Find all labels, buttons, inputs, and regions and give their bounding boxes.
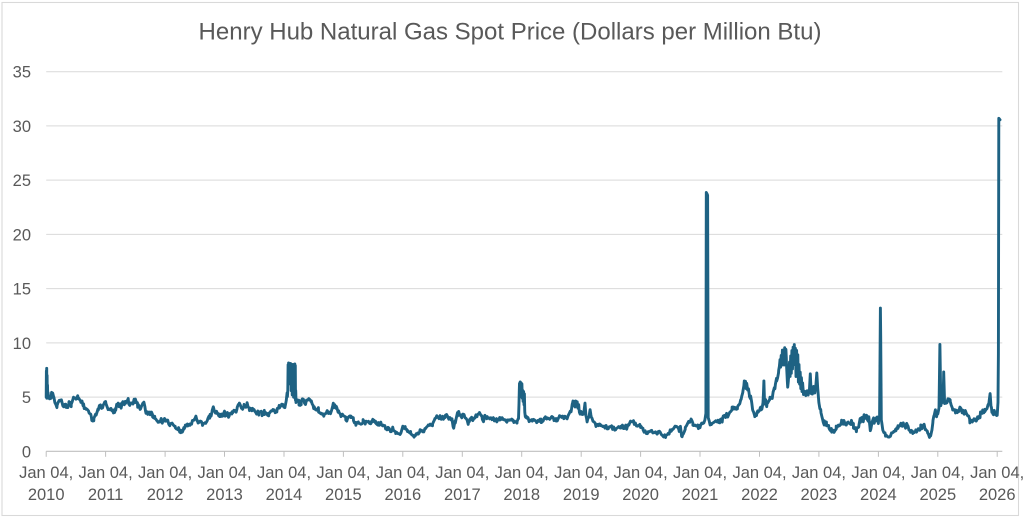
svg-text:2020: 2020 <box>622 486 659 504</box>
svg-text:2014: 2014 <box>266 486 303 504</box>
svg-text:Jan 04,: Jan 04, <box>732 464 786 482</box>
svg-text:Jan 04,: Jan 04, <box>554 464 608 482</box>
svg-text:Jan 04,: Jan 04, <box>970 464 1024 482</box>
svg-text:Jan 04,: Jan 04, <box>19 464 73 482</box>
svg-text:Jan 04,: Jan 04, <box>138 464 192 482</box>
svg-text:Jan 04,: Jan 04, <box>376 464 430 482</box>
svg-text:2018: 2018 <box>503 486 540 504</box>
svg-text:Jan 04,: Jan 04, <box>197 464 251 482</box>
svg-text:15: 15 <box>13 281 31 299</box>
svg-text:2025: 2025 <box>919 486 956 504</box>
svg-text:35: 35 <box>13 64 31 82</box>
svg-text:2024: 2024 <box>860 486 897 504</box>
svg-text:Jan 04,: Jan 04, <box>851 464 905 482</box>
svg-text:Jan 04,: Jan 04, <box>673 464 727 482</box>
svg-text:2016: 2016 <box>384 486 421 504</box>
svg-text:30: 30 <box>13 118 31 136</box>
svg-text:Jan 04,: Jan 04, <box>435 464 489 482</box>
svg-text:Jan 04,: Jan 04, <box>316 464 370 482</box>
svg-text:5: 5 <box>22 389 31 407</box>
svg-text:2012: 2012 <box>147 486 184 504</box>
svg-text:2019: 2019 <box>563 486 600 504</box>
svg-text:25: 25 <box>13 172 31 190</box>
svg-text:2021: 2021 <box>682 486 719 504</box>
svg-text:Jan 04,: Jan 04, <box>495 464 549 482</box>
svg-text:Jan 04,: Jan 04, <box>792 464 846 482</box>
svg-text:Henry Hub Natural Gas Spot Pri: Henry Hub Natural Gas Spot Price (Dollar… <box>199 19 822 46</box>
svg-text:20: 20 <box>13 226 31 244</box>
svg-text:2013: 2013 <box>206 486 243 504</box>
svg-text:2011: 2011 <box>88 486 123 504</box>
svg-text:Jan 04,: Jan 04, <box>79 464 133 482</box>
svg-text:Jan 04,: Jan 04, <box>911 464 965 482</box>
svg-text:Jan 04,: Jan 04, <box>614 464 668 482</box>
svg-text:2023: 2023 <box>801 486 838 504</box>
svg-text:2010: 2010 <box>28 486 65 504</box>
svg-text:2017: 2017 <box>444 486 481 504</box>
svg-text:2026: 2026 <box>979 486 1016 504</box>
svg-text:0: 0 <box>22 443 31 461</box>
svg-text:Jan 04,: Jan 04, <box>257 464 311 482</box>
svg-text:2015: 2015 <box>325 486 362 504</box>
svg-text:10: 10 <box>13 335 31 353</box>
svg-text:2022: 2022 <box>741 486 778 504</box>
